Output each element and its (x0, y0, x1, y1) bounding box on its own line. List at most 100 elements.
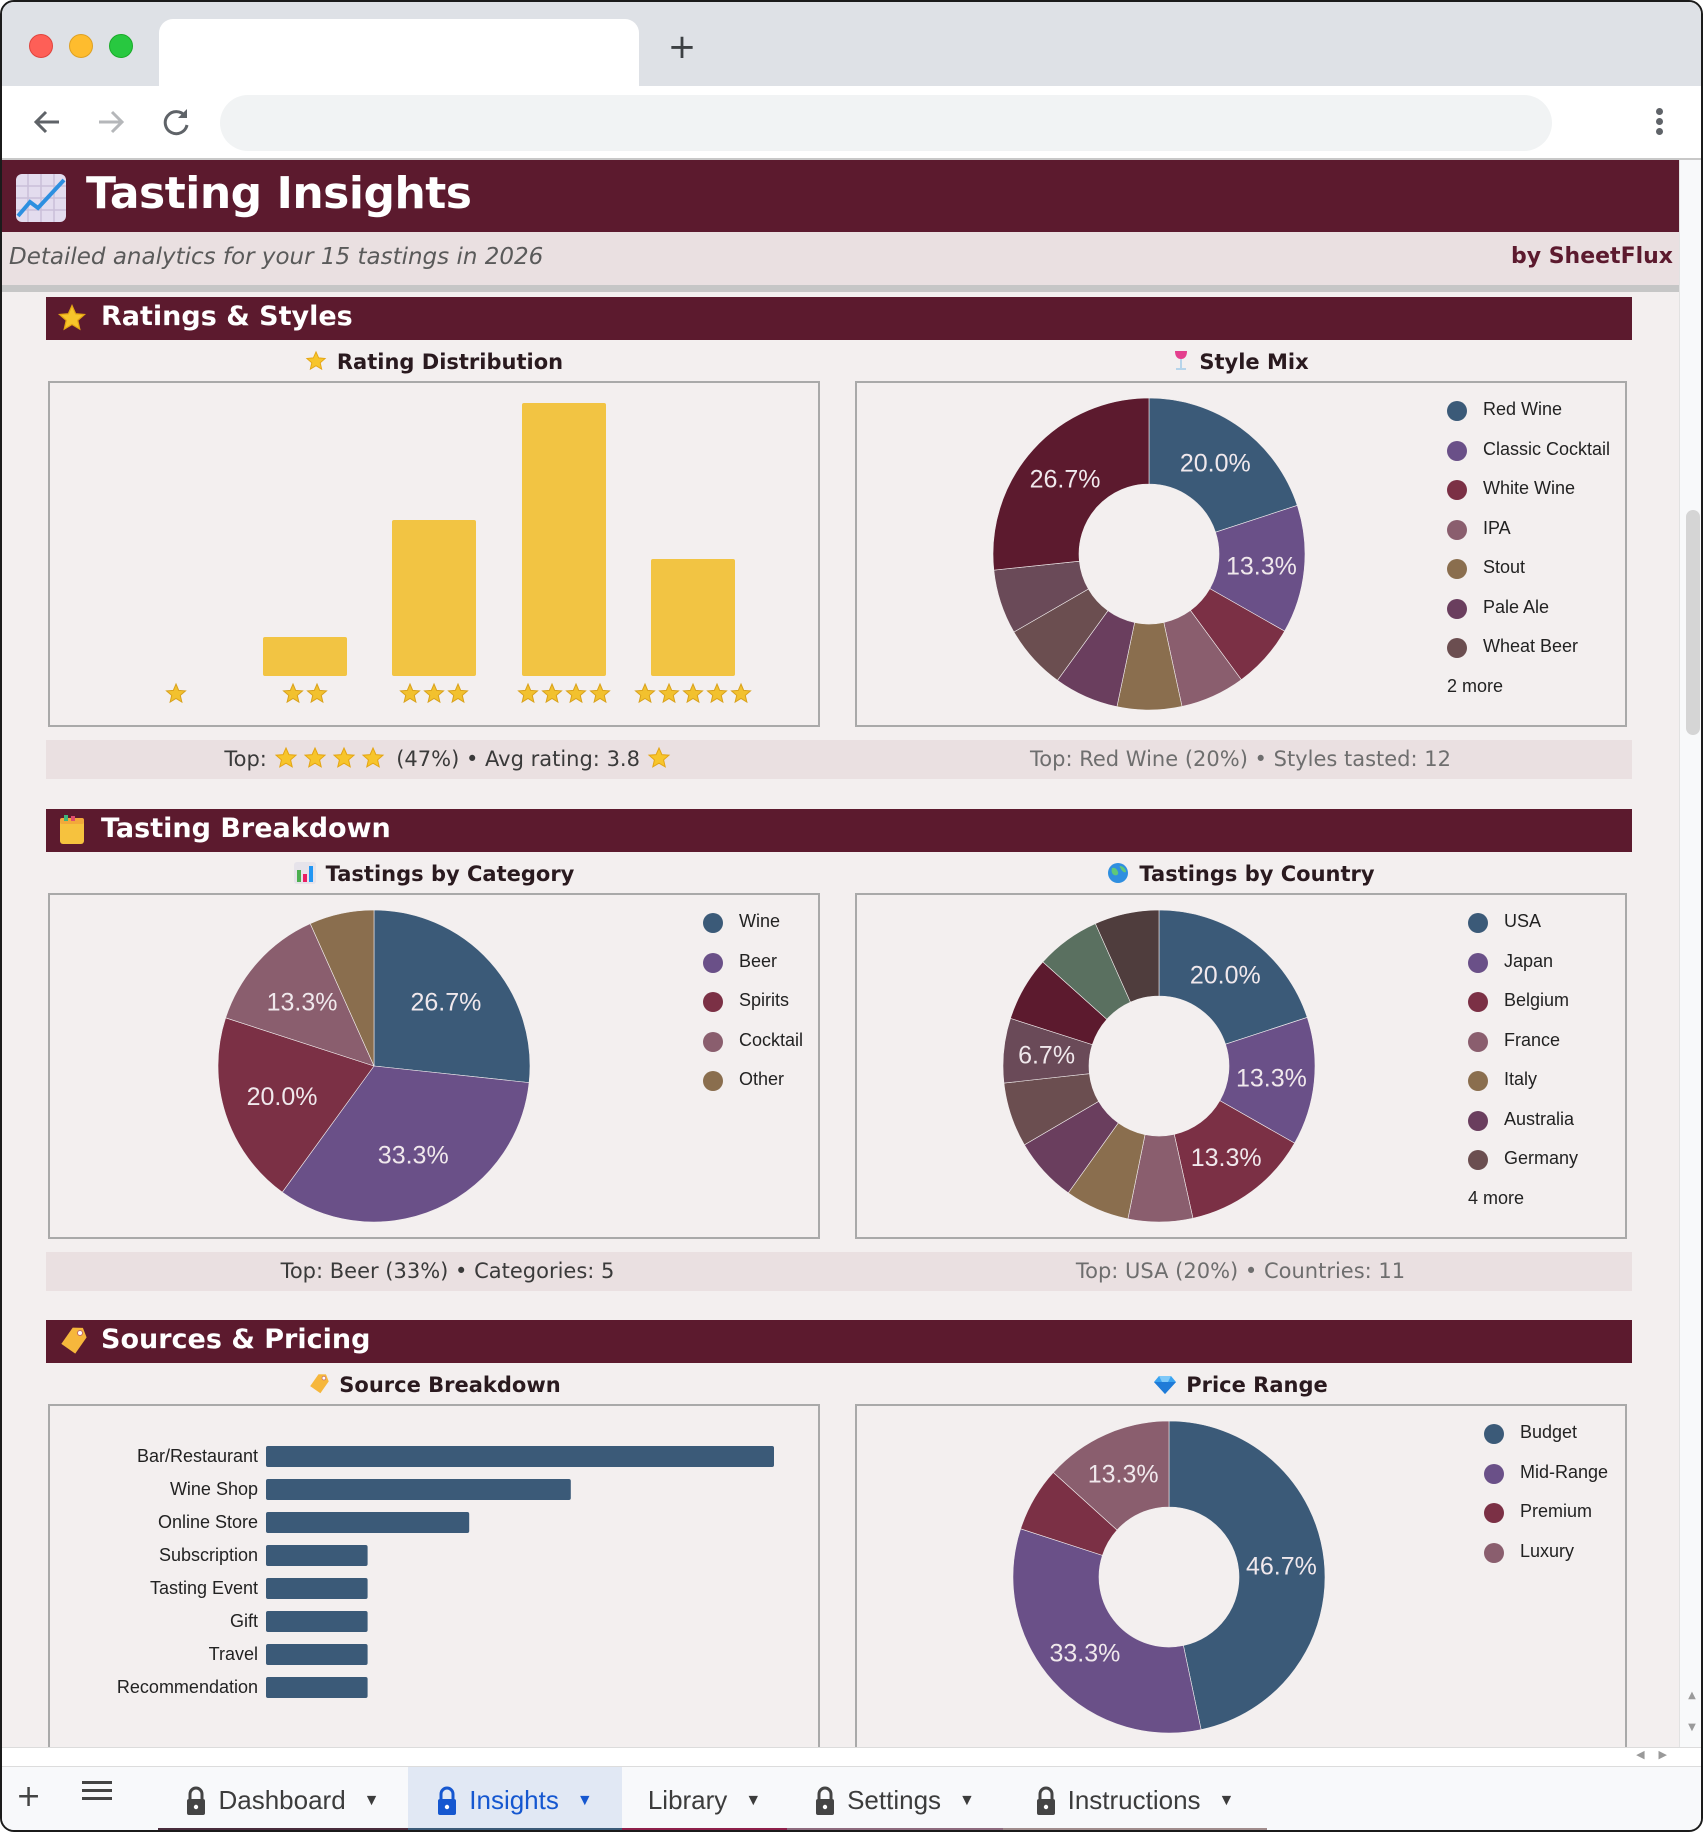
bar[interactable] (522, 403, 606, 676)
legend-item[interactable]: Red Wine (1447, 399, 1610, 439)
caret-down-icon[interactable]: ▼ (363, 1791, 380, 1809)
chart-price-range[interactable]: 46.7% 33.3% 13.3% Budget Mid-Range Premium Lu… (855, 1404, 1627, 1747)
chart-tastings-by-category[interactable]: 26.7% 33.3% 20.0% 13.3% Wine Beer Spirits Cock… (48, 893, 820, 1239)
bar[interactable] (266, 1479, 571, 1500)
chart-increasing-icon (16, 174, 66, 222)
legend-item[interactable]: White Wine (1447, 478, 1610, 518)
slice-label: 13.3% (1088, 1461, 1159, 1489)
legend-item[interactable]: Budget (1484, 1422, 1608, 1462)
legend-item[interactable]: Stout (1447, 557, 1610, 597)
legend-label: Cocktail (739, 1029, 804, 1050)
legend-label: Premium (1520, 1501, 1593, 1521)
bar[interactable] (651, 559, 735, 676)
star-icon (361, 746, 384, 768)
bar[interactable] (266, 1512, 470, 1533)
pie-slice[interactable] (1158, 909, 1308, 1045)
all-sheets-menu-button[interactable] (82, 1781, 112, 1805)
maximize-window-button[interactable] (109, 34, 133, 58)
pie-slice[interactable] (1052, 1420, 1170, 1531)
legend-swatch (1484, 1463, 1504, 1484)
scroll-up-arrow-icon[interactable]: ▲ (1688, 1690, 1696, 1701)
legend-item[interactable]: Other (703, 1069, 803, 1109)
bar[interactable] (266, 1446, 774, 1467)
bar[interactable] (266, 1545, 368, 1566)
bar[interactable] (266, 1677, 368, 1698)
legend-item[interactable]: Premium (1484, 1501, 1608, 1541)
legend-item[interactable]: Wine (703, 911, 803, 951)
legend-item[interactable]: Belgium (1468, 990, 1578, 1030)
pie-slice[interactable] (309, 909, 375, 1067)
pie-slice[interactable] (1168, 1420, 1326, 1731)
scroll-down-arrow-icon[interactable]: ▼ (1688, 1722, 1696, 1733)
bar[interactable] (266, 1644, 368, 1665)
legend-item[interactable]: Spirits (703, 990, 803, 1030)
caret-down-icon[interactable]: ▼ (745, 1791, 762, 1809)
bar[interactable] (392, 520, 476, 676)
subtitle-row: Detailed analytics for your 15 tastings … (2, 232, 1679, 285)
horizontal-scroll-arrows[interactable]: ◀▶ (1636, 1748, 1681, 1761)
address-bar[interactable] (220, 95, 1552, 151)
legend-swatch (1484, 1424, 1504, 1444)
dot-icon (1655, 128, 1663, 135)
pie-slice[interactable] (225, 923, 375, 1067)
legend-item[interactable]: Cocktail (703, 1030, 803, 1070)
star-icon (565, 682, 587, 704)
add-sheet-button[interactable]: + (16, 1779, 42, 1814)
legend-item[interactable]: Classic Cocktail (1447, 439, 1610, 479)
legend-item[interactable]: Australia (1468, 1109, 1578, 1149)
chart-rating-distribution[interactable] (48, 381, 820, 727)
legend-more-link[interactable]: 4 more (1468, 1187, 1525, 1208)
legend-label: Australia (1504, 1108, 1575, 1129)
legend-item[interactable]: IPA (1447, 518, 1610, 558)
legend-more-link[interactable]: 2 more (1447, 675, 1504, 696)
legend-item[interactable]: Mid-Range (1484, 1462, 1608, 1502)
sheet-tab-instructions[interactable]: Instructions ▼ (1003, 1767, 1267, 1830)
legend-item[interactable]: USA (1468, 911, 1578, 951)
sheet-tab-library[interactable]: Library ▼ (622, 1767, 787, 1830)
legend-label: Beer (739, 950, 778, 971)
caret-down-icon[interactable]: ▼ (1218, 1791, 1235, 1809)
back-button[interactable] (29, 104, 65, 140)
new-tab-button[interactable]: + (667, 27, 697, 67)
pie-slice[interactable] (373, 909, 531, 1083)
legend-item[interactable]: Luxury (1484, 1541, 1608, 1581)
lock-icon (815, 1786, 835, 1816)
vertical-scrollbar[interactable]: ▲ ▼ (1679, 160, 1701, 1747)
legend-item[interactable]: Pale Ale (1447, 597, 1610, 637)
chart-source-breakdown[interactable]: Bar/Restaurant Wine Shop Online Store Subsc… (48, 1404, 820, 1747)
sheet-tab-settings[interactable]: Settings ▼ (787, 1767, 1003, 1830)
legend-swatch (1468, 1031, 1488, 1052)
minimize-window-button[interactable] (69, 34, 93, 58)
legend-item[interactable]: Japan (1468, 951, 1578, 991)
legend-item[interactable]: France (1468, 1030, 1578, 1070)
pie-slice[interactable] (1012, 1528, 1202, 1734)
caret-down-icon[interactable]: ▼ (576, 1791, 593, 1809)
legend-item[interactable]: Italy (1468, 1069, 1578, 1109)
pie-slice[interactable] (1148, 397, 1298, 533)
pie-slice[interactable] (281, 1065, 530, 1223)
pie-slice[interactable] (217, 1017, 375, 1193)
pie-slice[interactable] (1094, 909, 1160, 1003)
slice-label: 13.3% (1226, 552, 1297, 580)
scrollbar-thumb[interactable] (1686, 510, 1700, 735)
browser-tab-active[interactable] (159, 19, 639, 86)
sheet-tab-insights[interactable]: Insights ▼ (408, 1767, 622, 1830)
bar[interactable] (263, 637, 347, 676)
bar[interactable] (266, 1578, 368, 1599)
chart-tastings-by-country[interactable]: 20.0% 13.3% 13.3% 6.7% USA Japan Belgium Franc… (855, 893, 1627, 1239)
axis-label: Recommendation (117, 1677, 258, 1697)
summary-text: (47%) • Avg rating: 3.8 (396, 747, 640, 771)
chart-style-mix[interactable]: 20.0% 13.3% 26.7% Red Wine Classic Cocktail… (855, 381, 1627, 727)
forward-button[interactable] (93, 104, 129, 140)
close-window-button[interactable] (29, 34, 53, 58)
legend-item[interactable]: Wheat Beer (1447, 636, 1610, 676)
browser-menu-button[interactable] (1647, 105, 1671, 141)
sheet-tab-dashboard[interactable]: Dashboard ▼ (158, 1767, 408, 1830)
reload-button[interactable] (158, 104, 194, 140)
pie-slice[interactable] (992, 397, 1150, 571)
caret-down-icon[interactable]: ▼ (959, 1791, 975, 1809)
menu-line-icon (82, 1789, 112, 1792)
legend-item[interactable]: Beer (703, 951, 803, 991)
legend-item[interactable]: Germany (1468, 1148, 1578, 1188)
bar[interactable] (266, 1611, 368, 1632)
